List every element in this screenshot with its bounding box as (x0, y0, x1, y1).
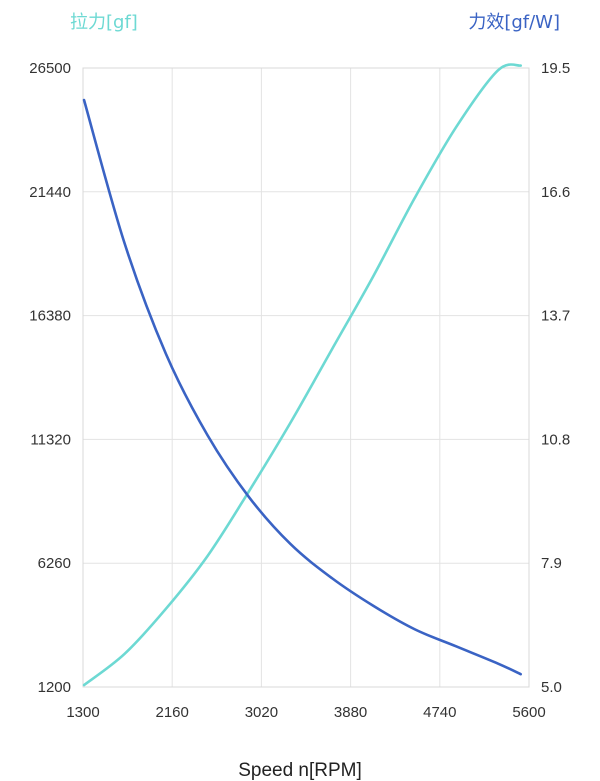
grid (82, 67, 530, 688)
x-tick-label: 5600 (512, 704, 545, 721)
left-y-axis: 1200 6260 11320 16380 21440 26500 (29, 60, 71, 696)
right-tick-label: 13.7 (541, 308, 570, 325)
left-axis-title: 拉力[gf] (70, 12, 138, 33)
right-y-axis: 5.0 7.9 10.8 13.7 16.6 19.5 (541, 60, 570, 696)
left-tick-label: 16380 (29, 308, 71, 325)
x-tick-label: 2160 (156, 704, 189, 721)
series-group (82, 63, 522, 687)
x-axis-title: Speed n[RPM] (238, 760, 362, 781)
x-tick-label: 3880 (334, 704, 367, 721)
right-tick-label: 19.5 (541, 60, 570, 77)
left-tick-label: 26500 (29, 60, 71, 77)
efficiency-series-line (82, 98, 522, 676)
x-tick-label: 4740 (423, 704, 456, 721)
x-tick-label: 3020 (245, 704, 278, 721)
right-tick-label: 5.0 (541, 679, 562, 696)
left-tick-label: 21440 (29, 184, 71, 201)
right-tick-label: 7.9 (541, 555, 562, 572)
right-axis-title: 力效[gf/W] (468, 12, 560, 33)
x-tick-label: 1300 (66, 704, 99, 721)
x-axis: 1300 2160 3020 3880 4740 5600 (66, 704, 545, 721)
right-tick-label: 10.8 (541, 431, 570, 448)
left-tick-label: 11320 (30, 431, 71, 448)
left-tick-label: 6260 (38, 555, 71, 572)
left-tick-label: 1200 (38, 679, 71, 696)
plot-frame (82, 67, 530, 688)
right-tick-label: 16.6 (541, 184, 570, 201)
thrust-series-line (82, 63, 522, 687)
